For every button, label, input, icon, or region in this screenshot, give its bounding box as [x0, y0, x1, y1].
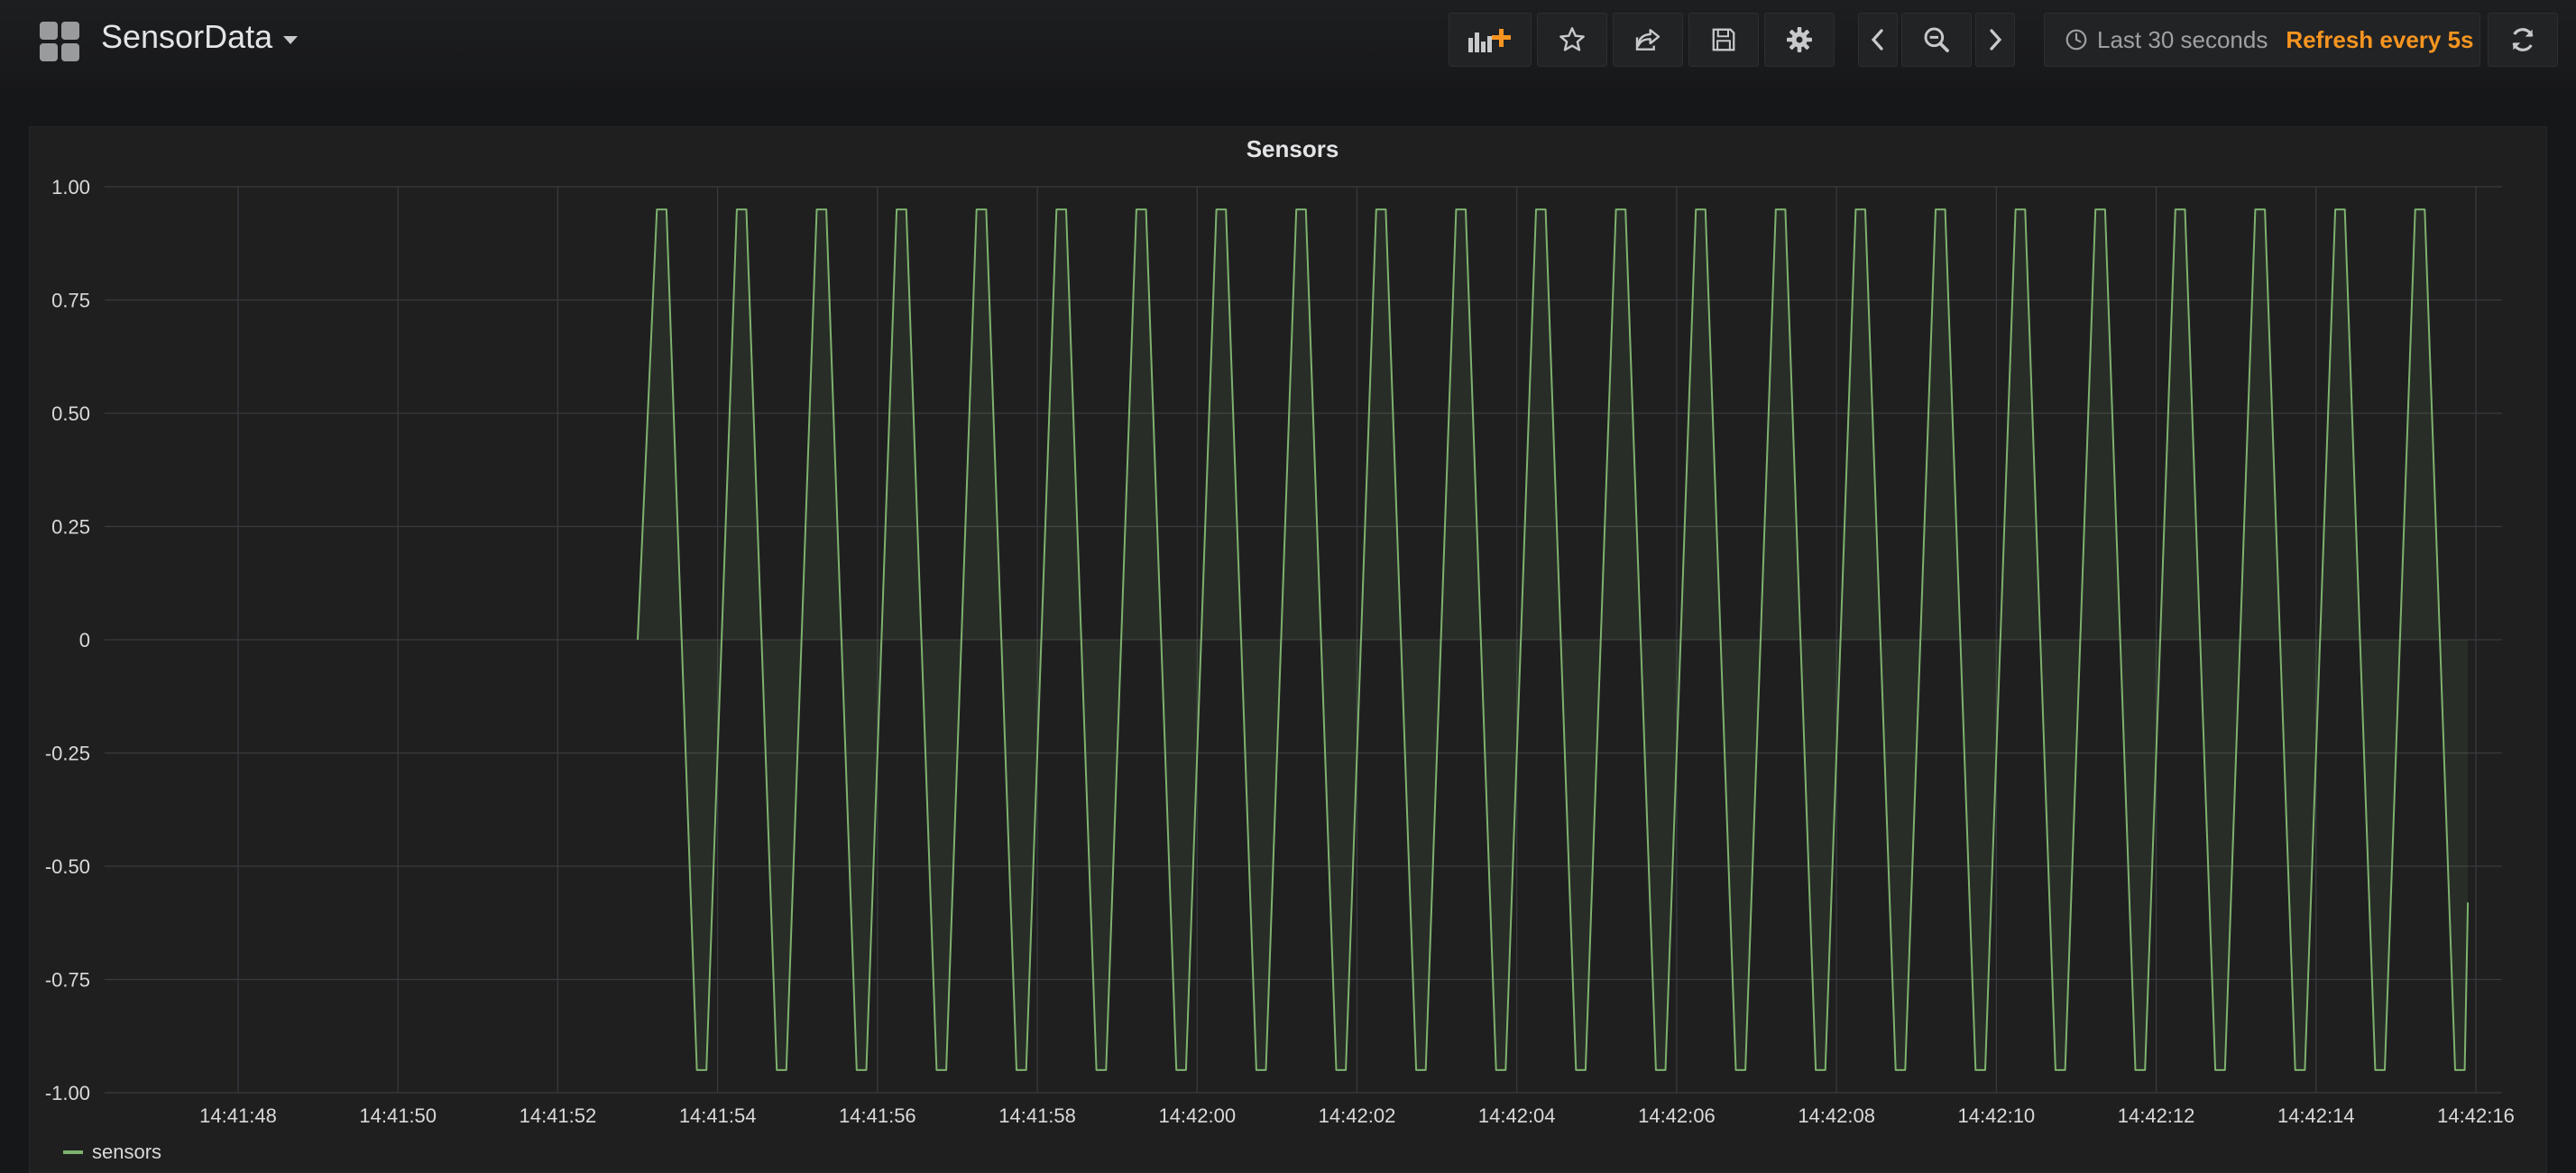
- y-tick-label: -0.50: [45, 855, 90, 878]
- save-button[interactable]: [1688, 13, 1759, 67]
- add-panel-button[interactable]: [1449, 13, 1532, 67]
- dashboard-title: SensorData: [101, 18, 273, 55]
- x-tick-label: 14:41:58: [998, 1104, 1076, 1127]
- settings-button[interactable]: [1764, 13, 1835, 67]
- time-range-label: Last 30 seconds: [2097, 25, 2268, 53]
- time-forward-button[interactable]: [1975, 13, 2015, 67]
- y-tick-label: 0: [79, 629, 90, 651]
- x-tick-label: 14:42:02: [1319, 1104, 1396, 1127]
- top-navbar: SensorData: [0, 0, 2576, 90]
- x-tick-label: 14:42:00: [1158, 1104, 1236, 1127]
- series-area-sensors: [638, 209, 2469, 1070]
- x-tick-label: 14:41:52: [520, 1104, 597, 1127]
- refresh-icon: [2512, 28, 2534, 51]
- save-icon: [1712, 28, 1735, 51]
- series-line-sensors: [637, 208, 2470, 1071]
- x-tick-label: 14:42:12: [2118, 1104, 2195, 1127]
- y-tick-label: 1.00: [51, 176, 90, 199]
- x-tick-label: 14:41:56: [839, 1104, 916, 1127]
- time-back-button[interactable]: [1858, 13, 1898, 67]
- x-tick-label: 14:41:50: [359, 1104, 437, 1127]
- star-icon: [1559, 27, 1585, 51]
- x-tick-label: 14:42:16: [2437, 1104, 2515, 1127]
- zoom-out-button[interactable]: [1901, 13, 1972, 67]
- legend-swatch: [63, 1150, 83, 1154]
- x-tick-label: 14:41:54: [679, 1104, 757, 1127]
- share-icon: [1635, 29, 1661, 51]
- refresh-interval-label: Refresh every 5s: [2286, 25, 2474, 53]
- dashboard-title-dropdown[interactable]: SensorData: [101, 18, 299, 56]
- y-tick-label: -1.00: [45, 1082, 90, 1104]
- x-tick-label: 14:41:48: [199, 1104, 277, 1127]
- panel-title[interactable]: Sensors: [1246, 135, 1339, 162]
- time-picker-button[interactable]: Last 30 seconds Refresh every 5s: [2044, 13, 2480, 67]
- dashboard-grid-icon[interactable]: [40, 22, 79, 61]
- refresh-button[interactable]: [2488, 13, 2558, 67]
- y-tick-label: -0.75: [45, 969, 90, 992]
- x-tick-label: 14:42:08: [1798, 1104, 1875, 1127]
- y-tick-label: 0.25: [51, 516, 90, 539]
- x-tick-label: 14:42:04: [1478, 1104, 1556, 1127]
- zoom-out-icon: [1924, 27, 1949, 52]
- add-panel-icon: [1468, 29, 1511, 52]
- x-tick-label: 14:42:06: [1638, 1104, 1716, 1127]
- y-tick-label: 0.75: [51, 290, 90, 312]
- legend-label-sensors[interactable]: sensors: [92, 1141, 162, 1163]
- x-tick-label: 14:42:14: [2277, 1104, 2355, 1127]
- share-button[interactable]: [1613, 13, 1683, 67]
- caret-down-icon: [283, 35, 299, 44]
- graph-panel: [29, 126, 2547, 1173]
- chevron-right-icon: [1990, 29, 2002, 51]
- chevron-left-icon: [1871, 29, 1883, 51]
- y-tick-label: -0.25: [45, 743, 90, 765]
- legend: sensors: [63, 1141, 161, 1164]
- star-button[interactable]: [1537, 13, 1607, 67]
- gear-icon: [1787, 27, 1812, 52]
- x-tick-label: 14:42:10: [1958, 1104, 2036, 1127]
- y-tick-label: 0.50: [51, 402, 90, 425]
- clock-icon: [2065, 29, 2087, 51]
